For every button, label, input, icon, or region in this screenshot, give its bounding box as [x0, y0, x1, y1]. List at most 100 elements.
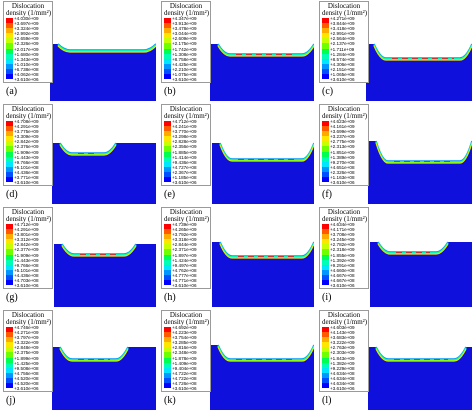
color-swatch	[322, 362, 329, 368]
legend-tick-label: +3.610e+06	[14, 180, 39, 186]
color-swatch	[6, 264, 13, 270]
surface-layer-band	[375, 140, 472, 162]
color-scale	[6, 18, 13, 80]
legend-unit: density (1/mm²)	[322, 112, 368, 120]
color-swatch	[322, 141, 329, 147]
legend-tick-label: +3.610e+06	[172, 180, 197, 186]
color-swatch	[6, 171, 13, 178]
panel-label: (k)	[164, 395, 176, 406]
color-swatch	[322, 224, 329, 230]
color-swatch	[6, 63, 13, 69]
legend-tick-label: +2.318e+09	[330, 247, 355, 253]
legend-tick-label: +1.878e+09	[172, 355, 197, 361]
legend-tick-label: +3.708e+09	[330, 232, 355, 238]
legend-tick-label: +4.634e+09	[330, 222, 355, 227]
legend-tick-label: +3.770e+09	[172, 129, 197, 135]
legend-tick-label: +2.782e+09	[330, 242, 355, 248]
color-swatch	[164, 327, 171, 333]
legend-tick-label: +2.371e+09	[172, 247, 197, 253]
legend-tick-label: +4.271e+09	[14, 330, 39, 336]
contour-panel: Dislocation density (1/mm²) +4.030e+09 +3.6…	[0, 0, 156, 101]
legend-unit: density (1/mm²)	[6, 112, 52, 120]
legend-tick-label: +3.318e+09	[172, 237, 197, 243]
legend-tick-label: +2.659e+09	[14, 36, 39, 42]
color-swatch	[164, 244, 171, 250]
legend-tick-label: +1.075e+08	[172, 72, 197, 78]
dislocation-field-plot	[50, 43, 156, 101]
color-swatch	[322, 332, 329, 338]
legend-tick-label: +2.377e+09	[14, 247, 39, 253]
legend-tick-label: +2.816e+09	[172, 345, 197, 351]
legend-tick-label: +4.692e+09	[172, 325, 197, 330]
legend-tick-label: +6.738e+08	[14, 66, 39, 72]
colorbar-legend: Dislocation density (1/mm²) +4.739e+09 +4.2…	[161, 207, 211, 289]
color-swatch	[6, 249, 13, 255]
legend-tick-label: +3.298e+09	[172, 134, 197, 140]
color-swatch	[6, 23, 13, 29]
legend-tick-label: +4.667e+08	[330, 272, 355, 278]
colorbar-legend: Dislocation density (1/mm²) +4.746e+09 +4.2…	[3, 310, 53, 392]
color-swatch	[322, 327, 329, 333]
dislocation-field-plot	[210, 344, 314, 410]
workpiece-body	[210, 345, 314, 410]
surface-layer-band	[377, 243, 449, 255]
color-swatch	[322, 347, 329, 353]
legend-tick-label: +2.210e+08	[172, 66, 197, 72]
legend-tick-label: +4.425e+08	[172, 61, 197, 67]
color-swatch	[322, 171, 329, 178]
legend-tick-label: +4.722e+08	[172, 375, 197, 381]
legend-tick-label: +2.564e+09	[330, 36, 355, 42]
legend-tick-label: +2.775e+09	[330, 139, 355, 145]
color-swatch	[164, 264, 171, 270]
legend-tick-label: +4.623e+09	[330, 119, 355, 124]
legend-tick-label: +4.746e+09	[14, 325, 39, 330]
color-swatch	[6, 38, 13, 44]
legend-tick-label: +1.899e+09	[14, 355, 39, 361]
surface-layer-band	[373, 44, 472, 60]
color-swatch	[6, 136, 13, 142]
legend-unit: density (1/mm²)	[164, 112, 210, 120]
legend-tick-label: +5.101e+08	[14, 164, 39, 170]
color-scale	[164, 224, 171, 286]
legend-tick-label: +2.992e+09	[14, 31, 39, 37]
legend-unit: density (1/mm²)	[322, 318, 368, 326]
surface-layer-band	[57, 44, 156, 52]
legend-tick-label: +4.291e+09	[14, 227, 39, 233]
color-swatch	[6, 383, 13, 389]
surface-layer-band	[57, 43, 156, 51]
panel-label: (g)	[6, 292, 18, 303]
color-swatch	[164, 372, 171, 378]
color-swatch	[322, 274, 329, 281]
legend-tick-label: +9.508e+08	[14, 365, 39, 371]
color-swatch	[322, 58, 329, 64]
legend-tick-label: +3.683e+09	[330, 335, 355, 341]
legend-tick-label: +2.137e+09	[330, 41, 355, 47]
legend-tick-label: +9.229e+08	[330, 365, 355, 371]
legend-tick-label: +2.303e+09	[330, 350, 355, 356]
color-swatch	[6, 43, 13, 49]
legend-tick-label: +4.756e+08	[14, 370, 39, 376]
legend-tick-label: +2.356e+09	[172, 144, 197, 150]
color-swatch	[6, 146, 13, 152]
legend-tick-label: +3.222e+09	[330, 340, 355, 346]
legend-tick-label: +3.245e+09	[330, 237, 355, 243]
color-swatch	[322, 357, 329, 363]
color-swatch	[6, 234, 13, 240]
legend-tick-label: +2.175e+09	[172, 41, 197, 47]
color-swatch	[164, 121, 171, 127]
legend-tick-label: +3.699e+09	[330, 129, 355, 135]
legend-tick-label: +3.312e+09	[14, 237, 39, 243]
legend-tick-label: +4.291e+09	[14, 124, 39, 130]
color-swatch	[164, 224, 171, 230]
color-swatch	[164, 23, 171, 29]
legend-tick-label: +1.185e+08	[172, 175, 197, 181]
legend-title: Dislocation	[169, 105, 203, 113]
color-swatch	[322, 372, 329, 378]
legend-tick-label: +4.062e+08	[14, 72, 39, 78]
legend-tick-label: +3.324e+09	[14, 26, 39, 32]
legend-tick-label: +1.843e+09	[330, 355, 355, 361]
color-swatch	[164, 259, 171, 265]
legend-tick-label: +3.610e+06	[330, 283, 355, 289]
legend-tick-label: +3.285e+09	[172, 340, 197, 346]
dislocation-field-plot	[52, 346, 156, 410]
